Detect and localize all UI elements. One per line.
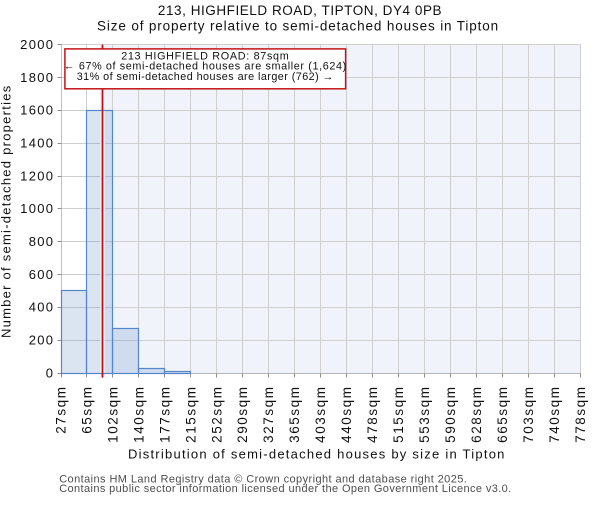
svg-text:140sqm: 140sqm bbox=[131, 386, 146, 443]
svg-text:628sqm: 628sqm bbox=[469, 386, 484, 443]
svg-text:290sqm: 290sqm bbox=[235, 386, 250, 443]
svg-text:1200: 1200 bbox=[20, 168, 54, 183]
svg-text:1600: 1600 bbox=[20, 103, 54, 118]
svg-text:400: 400 bbox=[29, 300, 55, 315]
svg-text:Contains public sector informa: Contains public sector information licen… bbox=[59, 483, 511, 495]
svg-text:1400: 1400 bbox=[20, 135, 54, 150]
svg-text:778sqm: 778sqm bbox=[573, 386, 588, 443]
svg-text:515sqm: 515sqm bbox=[391, 386, 406, 443]
svg-text:65sqm: 65sqm bbox=[79, 386, 94, 434]
svg-text:590sqm: 590sqm bbox=[443, 386, 458, 443]
svg-text:2000: 2000 bbox=[20, 37, 54, 52]
svg-text:600: 600 bbox=[29, 267, 55, 282]
svg-text:200: 200 bbox=[29, 332, 55, 347]
svg-text:1800: 1800 bbox=[20, 70, 54, 85]
svg-text:665sqm: 665sqm bbox=[495, 386, 510, 443]
svg-text:213 HIGHFIELD ROAD: 87sqm: 213 HIGHFIELD ROAD: 87sqm bbox=[121, 50, 289, 62]
svg-text:1000: 1000 bbox=[20, 201, 54, 216]
svg-text:← 67% of semi-detached houses: ← 67% of semi-detached houses are smalle… bbox=[64, 61, 347, 73]
svg-text:Distribution of semi-detached: Distribution of semi-detached houses by … bbox=[128, 447, 506, 462]
svg-text:102sqm: 102sqm bbox=[105, 386, 120, 443]
svg-text:177sqm: 177sqm bbox=[157, 386, 172, 443]
svg-text:27sqm: 27sqm bbox=[53, 386, 68, 434]
svg-text:Contains HM Land Registry data: Contains HM Land Registry data © Crown c… bbox=[59, 473, 467, 485]
svg-text:327sqm: 327sqm bbox=[261, 386, 276, 443]
svg-text:Size of property relative to s: Size of property relative to semi-detach… bbox=[97, 19, 499, 34]
svg-text:403sqm: 403sqm bbox=[313, 386, 328, 443]
svg-text:215sqm: 215sqm bbox=[183, 386, 198, 443]
svg-text:553sqm: 553sqm bbox=[417, 386, 432, 443]
svg-text:213, HIGHFIELD ROAD, TIPTON, D: 213, HIGHFIELD ROAD, TIPTON, DY4 0PB bbox=[158, 3, 442, 18]
svg-text:740sqm: 740sqm bbox=[547, 386, 562, 443]
svg-text:440sqm: 440sqm bbox=[339, 386, 354, 443]
svg-text:Number of semi-detached proper: Number of semi-detached properties bbox=[0, 85, 14, 338]
svg-text:703sqm: 703sqm bbox=[521, 386, 536, 443]
svg-text:31% of semi-detached houses ar: 31% of semi-detached houses are larger (… bbox=[77, 71, 334, 83]
svg-text:365sqm: 365sqm bbox=[287, 386, 302, 443]
svg-text:0: 0 bbox=[46, 365, 55, 380]
svg-text:252sqm: 252sqm bbox=[209, 386, 224, 443]
svg-text:478sqm: 478sqm bbox=[365, 386, 380, 443]
svg-text:800: 800 bbox=[29, 234, 55, 249]
